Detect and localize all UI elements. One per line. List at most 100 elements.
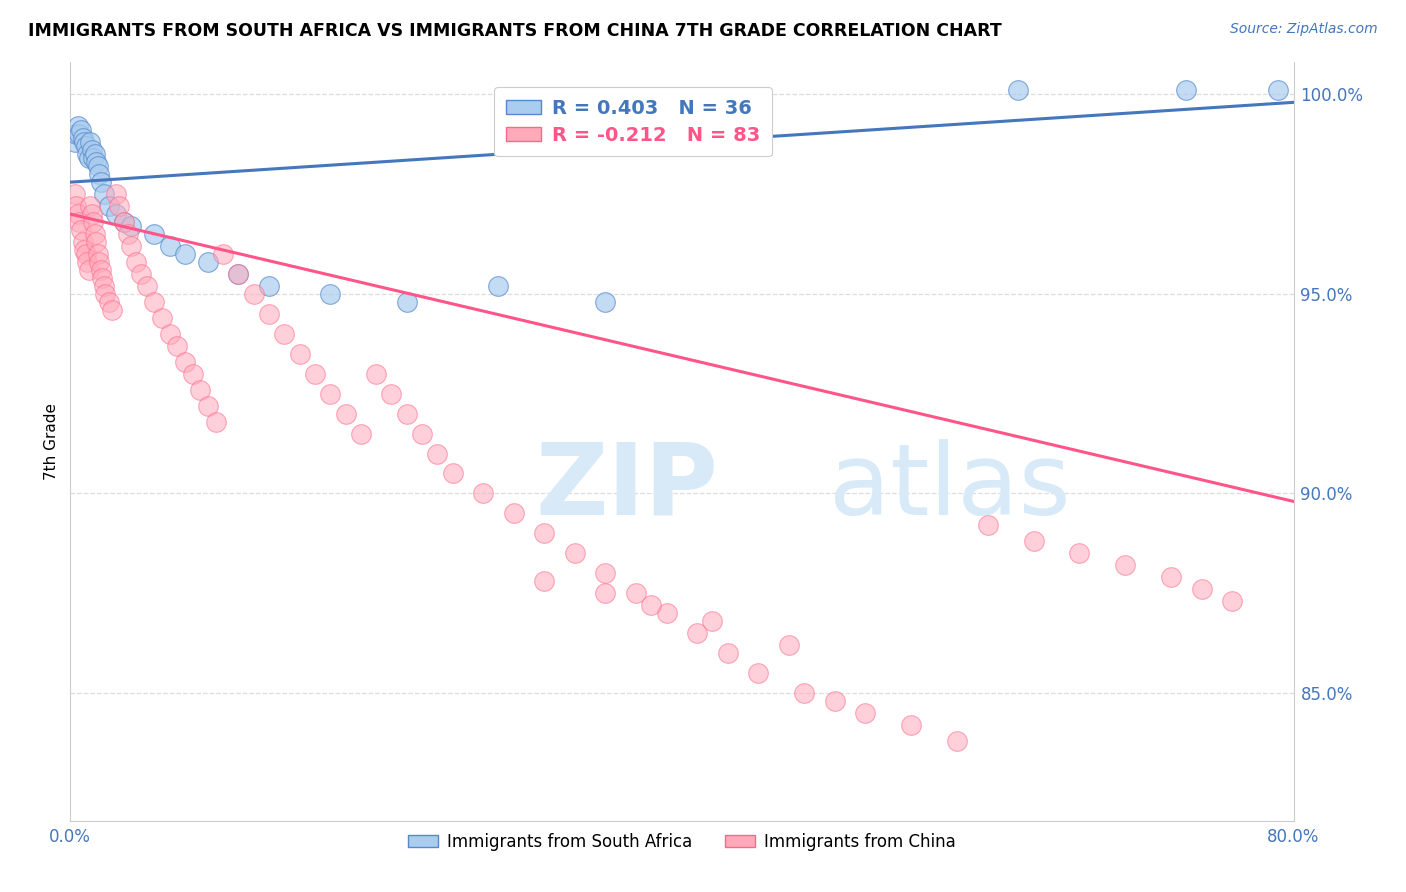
Point [793,686,815,700]
Point [188,383,211,397]
Point [143,294,166,309]
Point [112,215,135,229]
Point [533,526,555,541]
Point [855,706,877,720]
Point [79,135,101,149]
Point [1191,582,1213,597]
Point [395,294,418,309]
Point [73,243,96,257]
Point [76,147,98,161]
Point [65,199,87,213]
Point [197,399,219,413]
Point [624,586,647,600]
Point [686,626,709,640]
Point [82,215,104,229]
Point [304,367,326,381]
Point [90,263,112,277]
Point [502,507,524,521]
Point [273,326,295,341]
Point [1022,534,1045,549]
Point [97,199,120,213]
Point [1267,83,1289,97]
Point [1114,558,1136,573]
Point [94,286,117,301]
Point [63,135,86,149]
Point [243,286,266,301]
Point [83,227,105,241]
Point [488,279,510,293]
Text: atlas: atlas [828,439,1070,535]
Point [83,147,105,161]
Point [228,267,250,281]
Point [143,227,166,241]
Point [595,586,617,600]
Point [204,415,226,429]
Point [472,486,495,500]
Point [80,207,103,221]
Point [70,223,93,237]
Point [90,175,112,189]
Point [824,694,846,708]
Point [335,407,357,421]
Point [159,239,181,253]
Point [112,215,135,229]
Point [166,339,188,353]
Point [97,294,120,309]
Point [1007,83,1029,97]
Point [426,446,449,460]
Point [125,255,148,269]
Point [93,187,115,202]
Point [105,207,128,221]
Point [595,566,617,581]
Point [76,255,98,269]
Point [65,128,87,142]
Point [1175,83,1198,97]
Point [150,310,173,325]
Point [77,263,100,277]
Point [69,215,91,229]
Point [946,734,969,748]
Point [228,267,250,281]
Point [595,294,617,309]
Point [79,199,101,213]
Point [717,646,740,660]
Point [100,302,122,317]
Point [105,187,128,202]
Point [84,235,107,249]
Point [533,574,555,589]
Point [319,286,342,301]
Point [121,219,143,233]
Point [197,255,219,269]
Text: IMMIGRANTS FROM SOUTH AFRICA VS IMMIGRANTS FROM CHINA 7TH GRADE CORRELATION CHAR: IMMIGRANTS FROM SOUTH AFRICA VS IMMIGRAN… [28,22,1002,40]
Point [66,207,89,221]
Point [66,120,89,134]
Point [441,467,464,481]
Text: Source: ZipAtlas.com: Source: ZipAtlas.com [1230,22,1378,37]
Point [747,665,769,680]
Point [70,123,93,137]
Point [75,247,97,261]
Point [174,247,197,261]
Point [288,347,311,361]
Point [702,614,724,628]
Point [91,271,114,285]
Point [72,131,94,145]
Point [121,239,143,253]
Point [380,386,402,401]
Point [77,151,100,165]
Legend: Immigrants from South Africa, Immigrants from China: Immigrants from South Africa, Immigrants… [402,827,962,858]
Point [640,598,662,612]
Point [174,355,197,369]
Point [564,546,586,560]
Point [181,367,204,381]
Point [63,187,86,202]
Point [257,307,280,321]
Point [366,367,388,381]
Point [117,227,139,241]
Text: ZIP: ZIP [536,439,718,535]
Point [319,386,342,401]
Point [135,279,157,293]
Point [89,255,111,269]
Point [87,159,110,173]
Point [129,267,152,281]
